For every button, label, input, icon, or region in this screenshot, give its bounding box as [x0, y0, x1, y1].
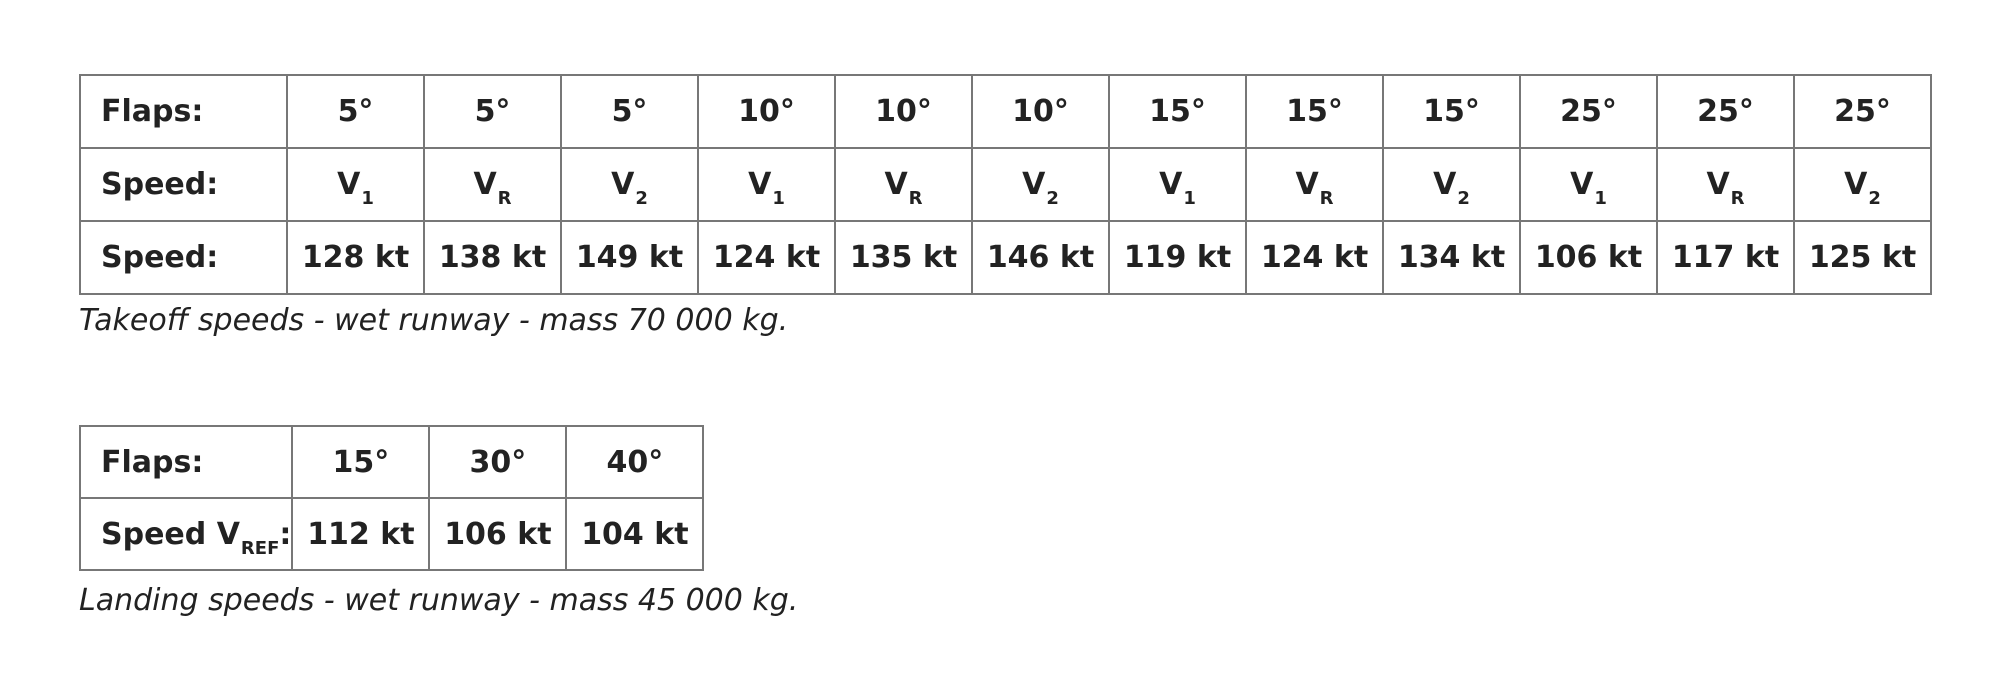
takeoff-caption: Takeoff speeds - wet runway - mass 70 00…	[79, 303, 789, 338]
landing-caption: Landing speeds - wet runway - mass 45 00…	[79, 583, 799, 618]
vspeed-symbol: V	[1295, 167, 1319, 202]
vspeed-symbol: V	[1433, 167, 1457, 202]
takeoff-vspeed-label: Speed:	[79, 147, 288, 222]
takeoff-speed-cell: 125 kt	[1793, 220, 1932, 295]
vspeed-subscript: 2	[1046, 188, 1059, 209]
vspeed-symbol: V	[337, 167, 361, 202]
vref-colon: :	[279, 516, 292, 552]
landing-speed-cell: 112 kt	[291, 497, 431, 571]
vref-prefix: Speed V	[101, 516, 240, 552]
vspeed-symbol: V	[748, 167, 772, 202]
vspeed-subscript: 2	[1457, 188, 1470, 209]
vspeed-subscript: 2	[1868, 188, 1881, 209]
vspeed-symbol: V	[611, 167, 635, 202]
takeoff-flaps-row: Flaps: 5° 5° 5° 10° 10° 10° 15° 15° 15° 25° 25° 25°	[79, 74, 1932, 149]
takeoff-flaps-cell: 25°	[1656, 74, 1795, 149]
vspeed-symbol: V	[473, 167, 497, 202]
takeoff-flaps-cell: 25°	[1519, 74, 1658, 149]
vspeed-subscript: 2	[635, 188, 648, 209]
takeoff-vspeed-cell: V2	[971, 147, 1110, 222]
takeoff-vspeed-cell: VR	[1245, 147, 1384, 222]
takeoff-flaps-cell: 15°	[1245, 74, 1384, 149]
vspeed-subscript: 1	[1183, 188, 1196, 209]
landing-flaps-cell: 30°	[428, 425, 568, 499]
takeoff-flaps-cell: 5°	[423, 74, 562, 149]
takeoff-speed-cell: 106 kt	[1519, 220, 1658, 295]
takeoff-flaps-cell: 10°	[697, 74, 836, 149]
takeoff-vspeed-cell: VR	[423, 147, 562, 222]
takeoff-flaps-cell: 15°	[1382, 74, 1521, 149]
vspeed-subscript: R	[1319, 188, 1334, 209]
landing-flaps-cell: 40°	[565, 425, 705, 499]
takeoff-speed-cell: 149 kt	[560, 220, 699, 295]
takeoff-vspeed-cell: VR	[834, 147, 973, 222]
takeoff-vspeed-cell: V1	[1108, 147, 1247, 222]
vspeed-subscript: 1	[1594, 188, 1607, 209]
vspeed-symbol: V	[1570, 167, 1594, 202]
takeoff-speed-cell: 117 kt	[1656, 220, 1795, 295]
vspeed-symbol: V	[1022, 167, 1046, 202]
takeoff-vspeed-cell: VR	[1656, 147, 1795, 222]
landing-vref-row: Speed VREF: 112 kt 106 kt 104 kt	[78, 497, 705, 571]
vspeed-symbol: V	[1159, 167, 1183, 202]
takeoff-speed-cell: 134 kt	[1382, 220, 1521, 295]
takeoff-vspeed-cell: V2	[560, 147, 699, 222]
landing-speed-cell: 104 kt	[565, 497, 705, 571]
takeoff-vspeed-cell: V1	[697, 147, 836, 222]
takeoff-vspeed-row: Speed: V1 VR V2 V1 VR V2 V1 VR V2 V1 VR V2	[79, 147, 1932, 222]
takeoff-vspeed-cell: V1	[1519, 147, 1658, 222]
vspeed-symbol: V	[884, 167, 908, 202]
takeoff-speed-cell: 138 kt	[423, 220, 562, 295]
landing-speed-cell: 106 kt	[428, 497, 568, 571]
takeoff-flaps-cell: 5°	[560, 74, 699, 149]
takeoff-speed-cell: 146 kt	[971, 220, 1110, 295]
vspeed-subscript: 1	[772, 188, 785, 209]
vref-subscript: REF	[240, 537, 280, 559]
landing-flaps-row: Flaps: 15° 30° 40°	[78, 425, 705, 499]
takeoff-speed-cell: 128 kt	[286, 220, 425, 295]
takeoff-flaps-cell: 25°	[1793, 74, 1932, 149]
vspeed-symbol: V	[1706, 167, 1730, 202]
takeoff-speed-cell: 124 kt	[697, 220, 836, 295]
takeoff-flaps-cell: 10°	[834, 74, 973, 149]
takeoff-flaps-cell: 5°	[286, 74, 425, 149]
takeoff-value-row: Speed: 128 kt 138 kt 149 kt 124 kt 135 kt 146…	[79, 220, 1932, 295]
vspeed-subscript: R	[908, 188, 923, 209]
takeoff-value-label: Speed:	[79, 220, 288, 295]
takeoff-flaps-cell: 10°	[971, 74, 1110, 149]
takeoff-vspeed-cell: V2	[1793, 147, 1932, 222]
vspeed-subscript: R	[497, 188, 512, 209]
vspeed-subscript: 1	[361, 188, 374, 209]
takeoff-speed-cell: 119 kt	[1108, 220, 1247, 295]
takeoff-flaps-label: Flaps:	[79, 74, 288, 149]
landing-flaps-cell: 15°	[291, 425, 431, 499]
landing-flaps-label: Flaps:	[78, 425, 294, 499]
landing-speeds-table: Flaps: 15° 30° 40° Speed VREF: 112 kt 106 k…	[78, 425, 705, 571]
vspeed-symbol: V	[1844, 167, 1868, 202]
takeoff-flaps-cell: 15°	[1108, 74, 1247, 149]
vspeed-subscript: R	[1730, 188, 1745, 209]
takeoff-speeds-table: Flaps: 5° 5° 5° 10° 10° 10° 15° 15° 15° 25° 25° 25°…	[79, 74, 1932, 295]
takeoff-speed-cell: 124 kt	[1245, 220, 1384, 295]
landing-vref-label: Speed VREF:	[78, 497, 294, 571]
takeoff-speed-cell: 135 kt	[834, 220, 973, 295]
takeoff-vspeed-cell: V2	[1382, 147, 1521, 222]
takeoff-vspeed-cell: V1	[286, 147, 425, 222]
